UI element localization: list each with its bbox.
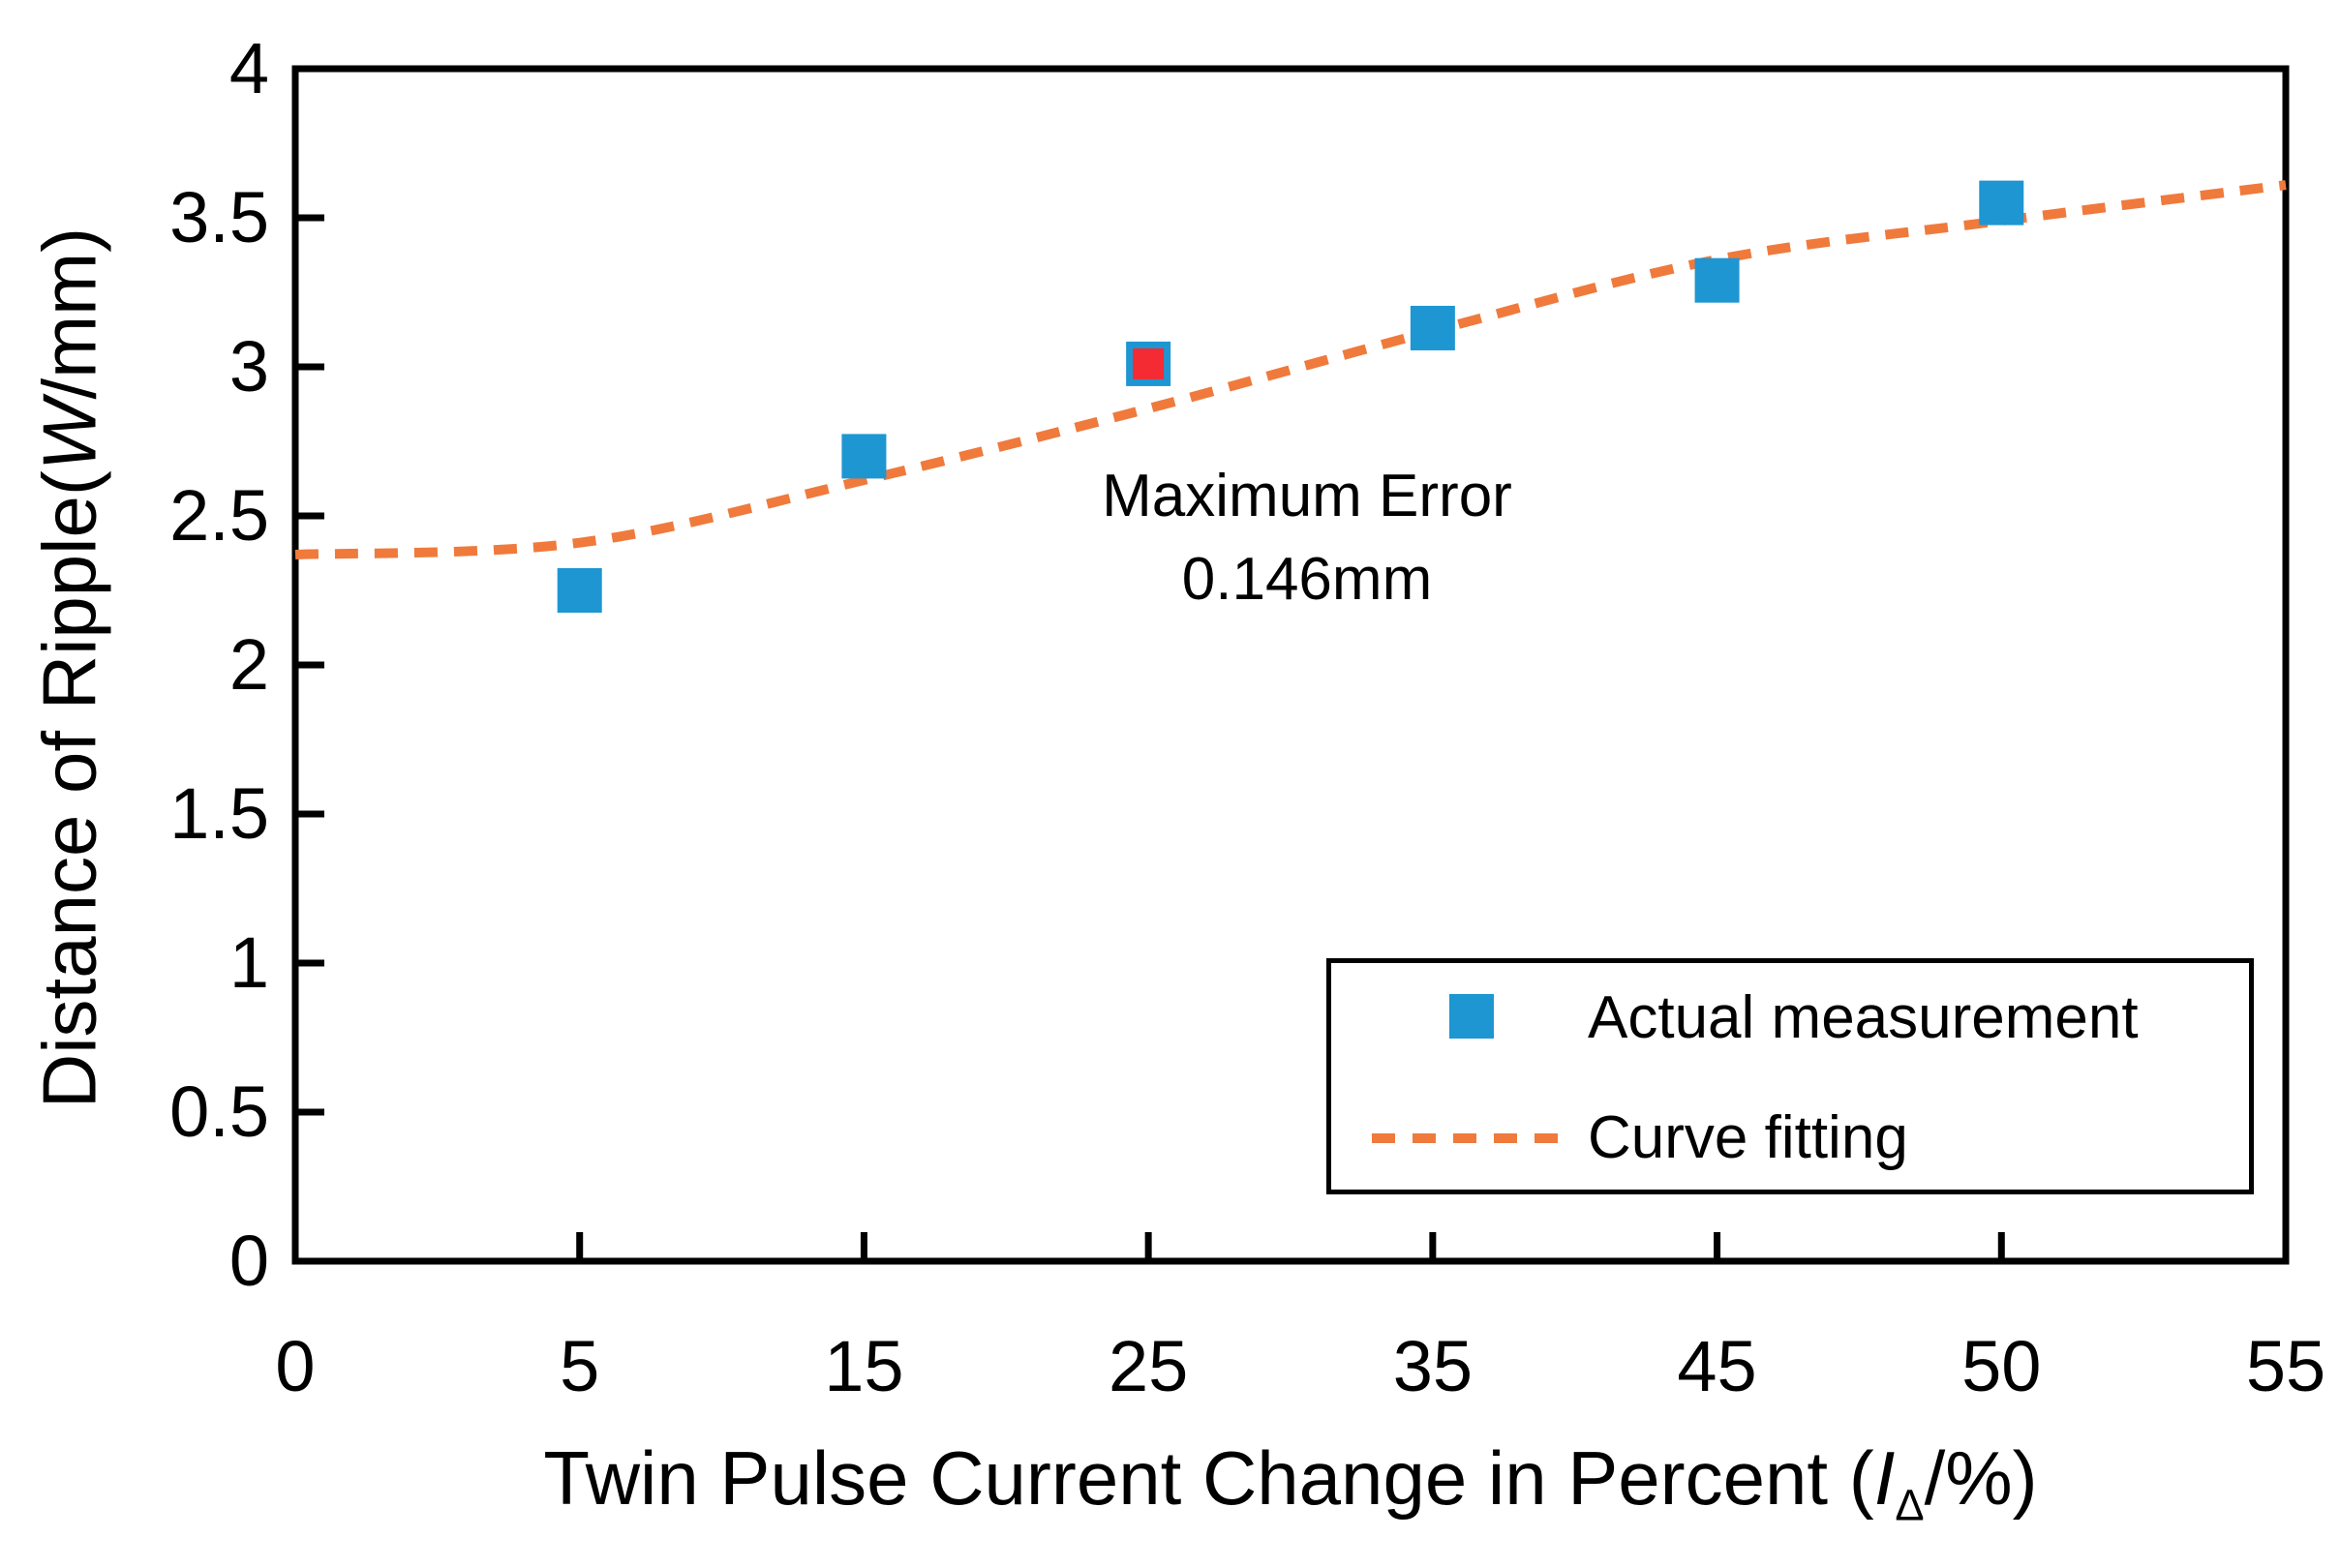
- x-axis-title-subscript: Δ: [1895, 1480, 1925, 1530]
- legend-marker-actual-measurement: [1449, 994, 1494, 1039]
- legend: Actual measurement Curve fitting: [1326, 958, 2254, 1194]
- y-tick-label: 4: [228, 28, 269, 108]
- x-tick-label: 45: [1677, 1326, 1757, 1406]
- x-tick-label: 5: [560, 1326, 600, 1406]
- max-error-annotation-line1: Maximum Error: [1102, 463, 1512, 529]
- x-tick-label: 15: [824, 1326, 904, 1406]
- data-point-marker: [841, 434, 887, 479]
- x-tick-label: 0: [275, 1326, 316, 1406]
- y-tick-label: 2.5: [169, 475, 269, 556]
- x-axis-title-text: Twin Pulse Current Change in Percent (: [543, 1435, 1874, 1521]
- legend-label-actual-measurement: Actual measurement: [1588, 984, 2139, 1051]
- legend-label-curve-fitting: Curve fitting: [1588, 1104, 1908, 1171]
- data-point-marker: [1694, 257, 1740, 303]
- x-tick-label: 55: [2245, 1326, 2326, 1406]
- y-tick-label: 0: [228, 1221, 269, 1301]
- legend-marker-curve-fitting: [1372, 1133, 1562, 1143]
- y-axis-title-units: /mm): [26, 226, 112, 400]
- max-error-annotation-line2: 0.146mm: [1181, 546, 1433, 613]
- y-axis-title-text: Distance of Ripple(: [26, 470, 112, 1109]
- data-point-marker: [557, 568, 602, 613]
- y-tick-label: 1: [228, 922, 269, 1003]
- data-point-marker: [1410, 305, 1455, 350]
- y-tick-label: 3: [228, 326, 269, 407]
- y-tick-label: 3.5: [169, 177, 269, 257]
- x-tick-label: 35: [1392, 1326, 1473, 1406]
- x-tick-label: 25: [1108, 1326, 1189, 1406]
- x-axis-title-variable: I: [1873, 1435, 1896, 1521]
- y-tick-label: 0.5: [169, 1071, 269, 1152]
- max-error-point-marker: [1133, 347, 1165, 379]
- x-tick-label: 50: [1961, 1326, 2042, 1406]
- max-error-annotation: Maximum Error 0.146mm: [920, 455, 1694, 621]
- y-axis-title: Distance of Ripple(W/mm): [26, 227, 114, 1108]
- y-tick-label: 1.5: [169, 773, 269, 854]
- x-axis-title: Twin Pulse Current Change in Percent (IΔ…: [322, 1434, 2259, 1531]
- x-axis-title-units: /%): [1924, 1435, 2038, 1521]
- curve-fitting-line: [294, 180, 2287, 560]
- plot-area: [291, 65, 2290, 1265]
- data-point-marker: [1979, 180, 2024, 226]
- y-axis-title-variable: W: [26, 399, 112, 471]
- y-tick-label: 2: [228, 624, 269, 705]
